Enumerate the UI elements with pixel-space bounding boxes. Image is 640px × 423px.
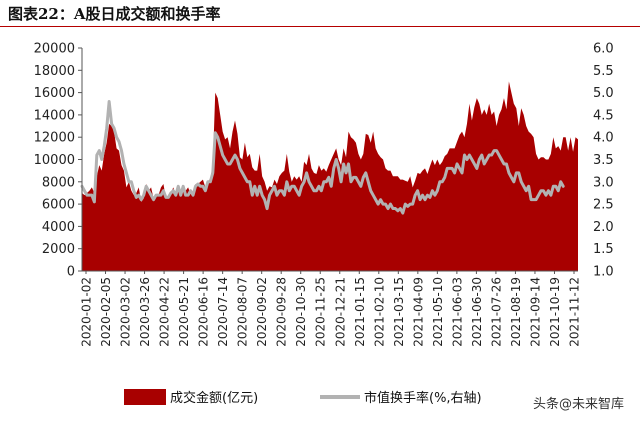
right-tick-label: 2.0 bbox=[593, 220, 614, 235]
legend: 成交金额(亿元) 市值换手率(%,右轴) bbox=[124, 389, 482, 406]
left-tick-label: 16000 bbox=[34, 86, 75, 101]
x-tick-label: 2021-06-03 bbox=[450, 277, 464, 347]
right-tick-label: 4.0 bbox=[593, 131, 614, 146]
x-tick-label: 2021-01-15 bbox=[353, 277, 367, 347]
x-tick-label: 2020-03-26 bbox=[138, 277, 152, 347]
x-tick-label: 2021-07-26 bbox=[489, 277, 503, 347]
x-tick-label: 2021-05-10 bbox=[431, 277, 445, 347]
x-tick-label: 2021-02-10 bbox=[372, 277, 386, 347]
x-tick-label: 2021-03-15 bbox=[392, 277, 406, 347]
figure-title: 图表22：A股日成交额和换手率 bbox=[8, 5, 221, 23]
x-tick-label: 2020-04-22 bbox=[158, 277, 172, 347]
left-tick-label: 18000 bbox=[34, 64, 75, 79]
tick-labels-layer: 0 2000 4000 6000 8000 10000 12000 14000 16000 180… bbox=[34, 42, 614, 347]
x-tick-label: 2020-03-02 bbox=[119, 277, 133, 347]
right-tick-label: 2.5 bbox=[593, 198, 614, 213]
axes-layer bbox=[78, 47, 578, 274]
legend-label-amount: 成交金额(亿元) bbox=[170, 390, 258, 406]
x-tick-label: 2020-09-02 bbox=[255, 277, 269, 347]
chart-panel: 0 2000 4000 6000 8000 10000 12000 14000 16000 180… bbox=[6, 31, 634, 415]
x-tick-label: 2020-06-16 bbox=[197, 277, 211, 347]
x-tick-label: 2020-05-21 bbox=[177, 277, 191, 347]
left-tick-label: 8000 bbox=[42, 175, 75, 190]
title-underline bbox=[0, 26, 640, 27]
x-tick-label: 2021-11-12 bbox=[568, 277, 582, 347]
legend-label-rate: 市值换手率(%,右轴) bbox=[364, 390, 482, 406]
left-tick-label: 12000 bbox=[34, 131, 75, 146]
right-tick-label: 1.5 bbox=[593, 242, 614, 257]
amount-area-layer bbox=[82, 81, 578, 271]
x-tick-label: 2021-06-30 bbox=[470, 277, 484, 347]
left-tick-label: 14000 bbox=[34, 108, 75, 123]
right-tick-label: 4.5 bbox=[593, 108, 614, 123]
left-tick-label: 20000 bbox=[34, 42, 75, 57]
x-tick-label: 2021-10-19 bbox=[548, 277, 562, 347]
x-tick-label: 2020-12-21 bbox=[333, 277, 347, 347]
turnover-chart: 0 2000 4000 6000 8000 10000 12000 14000 16000 180… bbox=[34, 42, 614, 407]
right-tick-label: 6.0 bbox=[593, 42, 614, 57]
x-tick-label: 2020-09-28 bbox=[275, 277, 289, 347]
series-turnover-rate-line bbox=[80, 100, 565, 215]
x-tick-label: 2020-01-02 bbox=[80, 277, 94, 347]
left-tick-label: 0 bbox=[67, 265, 75, 280]
x-tick-label: 2021-04-09 bbox=[411, 277, 425, 347]
right-tick-label: 5.0 bbox=[593, 86, 614, 101]
right-tick-label: 1.0 bbox=[593, 265, 614, 280]
series-turnover-amount-area bbox=[82, 81, 578, 271]
x-tick-label: 2020-10-30 bbox=[294, 277, 308, 347]
watermark: 头条@未来智库 bbox=[528, 392, 628, 413]
x-tick-label: 2020-07-14 bbox=[216, 277, 230, 347]
right-tick-label: 3.0 bbox=[593, 175, 614, 190]
x-tick-label: 2021-09-14 bbox=[528, 277, 542, 347]
right-tick-label: 3.5 bbox=[593, 153, 614, 168]
x-tick-label: 2020-08-07 bbox=[236, 277, 250, 347]
left-tick-label: 6000 bbox=[42, 198, 75, 213]
left-tick-label: 4000 bbox=[42, 220, 75, 235]
x-tick-label: 2020-02-05 bbox=[99, 277, 113, 347]
right-tick-label: 5.5 bbox=[593, 64, 614, 79]
x-tick-label: 2021-08-19 bbox=[509, 277, 523, 347]
x-tick-label: 2020-11-25 bbox=[314, 277, 328, 347]
turnover-rate-line-layer bbox=[80, 100, 565, 215]
left-tick-label: 2000 bbox=[42, 242, 75, 257]
legend-swatch-amount bbox=[124, 389, 166, 405]
left-tick-label: 10000 bbox=[34, 153, 75, 168]
